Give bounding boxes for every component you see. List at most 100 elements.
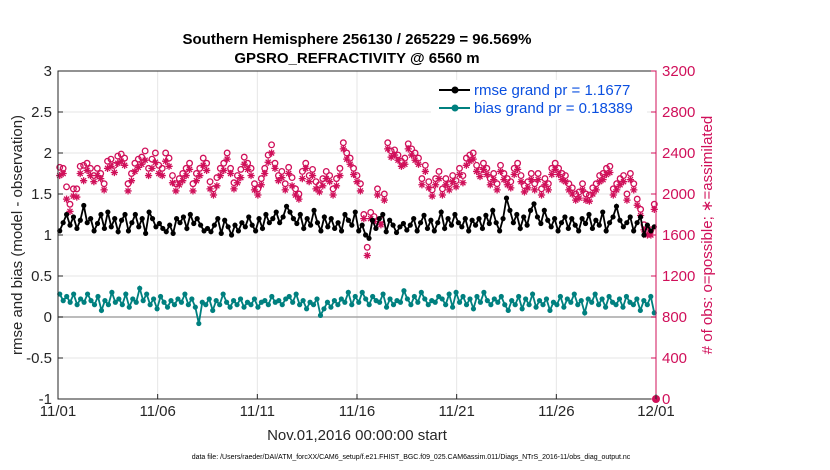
rmse-point [390, 222, 396, 228]
bias-point [262, 298, 268, 304]
rmse-point [308, 222, 314, 228]
rmse-point [445, 216, 451, 222]
rmse-point [486, 220, 492, 227]
rmse-point [280, 214, 286, 220]
rmse-point [239, 220, 245, 226]
rmse-point [531, 201, 537, 207]
rmse-point [589, 225, 596, 232]
assimilated-point [466, 157, 474, 165]
rmse-point [576, 228, 582, 234]
rmse-point [373, 225, 379, 232]
assimilated-point [449, 178, 457, 186]
assimilated-point [619, 178, 628, 186]
rmse-point [184, 225, 190, 232]
bias-point [224, 299, 230, 305]
possible-point [158, 164, 166, 172]
bias-point [446, 291, 452, 297]
bias-point [376, 299, 383, 305]
assimilated-point [103, 164, 112, 172]
rmse-point [153, 224, 159, 230]
possible-point [66, 200, 74, 208]
bias-point [505, 307, 511, 314]
rmse-point [579, 216, 585, 222]
rmse-point [510, 220, 516, 226]
bias-point [217, 302, 223, 308]
assimilated-point [93, 171, 101, 180]
bias-point [192, 304, 198, 310]
bias-point [477, 299, 484, 305]
possible-point [117, 150, 125, 158]
assimilated-point [179, 177, 187, 185]
assimilated-point [264, 158, 272, 166]
y-tick-label-left: -1 [39, 391, 52, 408]
rmse-point [411, 216, 417, 222]
assimilated-point [257, 181, 265, 189]
rmse-point [118, 217, 125, 223]
assimilated-point [630, 186, 638, 194]
rmse-point [613, 203, 620, 209]
rmse-point [112, 216, 118, 222]
bias-point [418, 289, 424, 295]
rmse-point [345, 217, 352, 223]
bias-point [432, 299, 438, 305]
legend-bias-label: bias grand pr = 0.18389 [474, 100, 633, 117]
rmse-point [631, 228, 637, 234]
assimilated-point [561, 178, 570, 186]
legend-box [431, 80, 647, 120]
x-tick-label: 11/11 [240, 403, 275, 420]
rmse-point [555, 228, 561, 234]
assimilated-point [69, 192, 77, 200]
rmse-point [393, 229, 400, 236]
bias-point [133, 299, 139, 305]
rmse-point [263, 211, 269, 218]
rmse-point [136, 224, 142, 230]
rmse-point [170, 230, 176, 236]
rmse-point [321, 214, 327, 220]
possible-point [206, 178, 214, 186]
bias-point [502, 302, 508, 308]
y-tick-label-right: 2400 [662, 145, 695, 162]
bias-point [286, 293, 292, 300]
rmse-point [60, 220, 66, 226]
assimilated-point [66, 207, 74, 216]
rmse-point [369, 217, 376, 223]
rmse-point [101, 225, 107, 232]
bias-point [185, 302, 191, 308]
possible-point [76, 162, 84, 170]
rmse-point [362, 232, 369, 238]
bias-point [450, 304, 456, 310]
rmse-point [414, 228, 420, 234]
bias-point [265, 302, 271, 308]
possible-point [134, 155, 142, 163]
rmse-layer [57, 195, 657, 241]
assimilated-point [623, 196, 631, 204]
possible-point [83, 159, 91, 167]
bias-point [498, 293, 504, 300]
assimilated-point [346, 160, 354, 168]
bias-point [206, 296, 212, 302]
bias-point [495, 299, 501, 305]
assimilated-point [216, 171, 224, 180]
assimilated-point [507, 184, 515, 192]
rmse-point [249, 222, 255, 228]
bias-point [540, 302, 546, 308]
assimilated-point [442, 181, 450, 189]
rmse-point [304, 216, 310, 222]
rmse-point [204, 225, 211, 232]
possible-point [114, 152, 122, 160]
rmse-point [455, 220, 461, 226]
y-tick-label-right: 1600 [662, 227, 695, 244]
rmse-point [493, 220, 499, 226]
assimilated-point [336, 171, 344, 180]
assimilated-point [83, 166, 91, 175]
rmse-point [125, 228, 132, 234]
assimilated-point [73, 193, 81, 201]
bias-point [481, 289, 487, 295]
assimilated-point [602, 170, 611, 179]
bias-point [349, 302, 355, 308]
assimilated-point [329, 191, 337, 199]
legend-bias-marker [451, 104, 459, 112]
assimilated-point [343, 155, 351, 163]
rmse-point [534, 214, 541, 220]
bias-point [387, 296, 393, 302]
